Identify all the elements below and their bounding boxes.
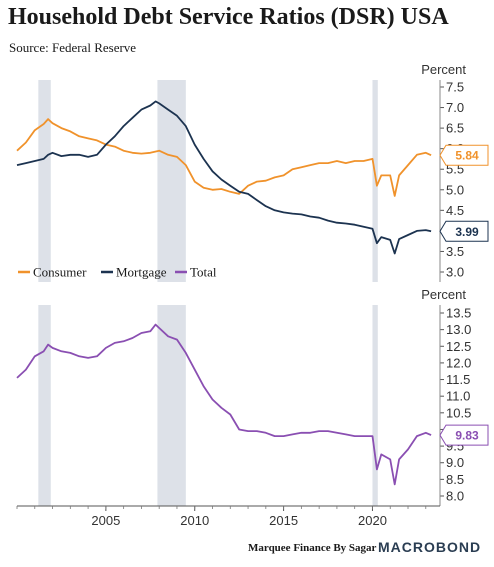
last-value-badge [439, 424, 489, 446]
chart-legend: Consumer Mortgage Total [18, 265, 217, 280]
y-axis-label: Percent [421, 287, 466, 302]
y-tick-label: 4.5 [446, 203, 464, 218]
recession-band [157, 80, 186, 282]
chart-title: Household Debt Service Ratios (DSR) USA [8, 4, 449, 30]
legend-label-consumer: Consumer [33, 265, 87, 280]
chart-panel-1: Percent3.03.54.04.55.05.56.06.57.07.55.8… [16, 62, 489, 282]
brand-logo: MACROBOND [378, 539, 482, 555]
last-value-label-consumer: 5.84 [455, 149, 479, 163]
y-tick-label: 6.5 [446, 121, 464, 136]
legend-label-mortgage: Mortgage [116, 265, 167, 280]
recession-band [38, 80, 51, 282]
x-tick-label: 2015 [269, 513, 298, 528]
y-tick-label: 10.5 [446, 405, 471, 420]
recession-band [372, 80, 378, 282]
x-tick-label: 2005 [91, 513, 120, 528]
y-tick-label: 8.5 [446, 472, 464, 487]
footer-credit: Marquee Finance By Sagar [248, 542, 377, 554]
x-tick-label: 2010 [180, 513, 209, 528]
y-tick-label: 13.5 [446, 306, 471, 321]
y-axis-label: Percent [421, 62, 466, 77]
legend-label-total: Total [190, 265, 217, 280]
y-tick-label: 5.0 [446, 182, 464, 197]
series-line-consumer [16, 118, 432, 197]
chart-subtitle: Source: Federal Reserve [9, 40, 137, 55]
y-tick-label: 11.0 [446, 389, 470, 404]
y-tick-label: 3.0 [446, 265, 464, 280]
y-tick-label: 3.5 [446, 244, 464, 259]
y-tick-label: 9.0 [446, 455, 464, 470]
last-value-badge [439, 220, 489, 242]
last-value-badge [439, 144, 489, 166]
y-tick-label: 7.5 [446, 80, 464, 95]
chart-panel-2: Percent8.08.59.09.510.010.511.011.512.01… [16, 287, 489, 506]
series-line-mortgage [16, 100, 432, 255]
recession-band [372, 305, 378, 506]
y-tick-label: 12.0 [446, 355, 471, 370]
recession-band [38, 305, 51, 506]
y-tick-label: 13.0 [446, 322, 471, 337]
y-tick-label: 12.5 [446, 339, 471, 354]
y-tick-label: 7.0 [446, 100, 464, 115]
x-axis: 2005 2010 2015 2020 [16, 505, 440, 528]
y-tick-label: 11.5 [446, 372, 470, 387]
series-line-total [16, 323, 432, 486]
y-tick-label: 8.0 [446, 489, 464, 504]
last-value-label-total: 9.83 [455, 429, 479, 443]
x-tick-label: 2020 [358, 513, 387, 528]
recession-band [157, 305, 186, 506]
last-value-label-mortgage: 3.99 [455, 225, 479, 239]
